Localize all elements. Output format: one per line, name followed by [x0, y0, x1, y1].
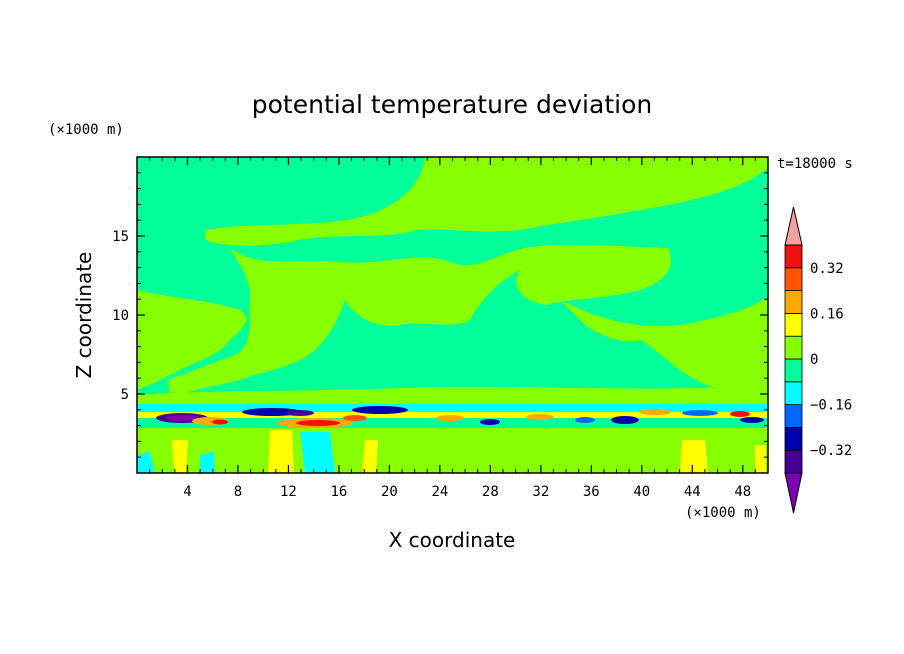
- x-tick-label: 12: [280, 484, 297, 500]
- cold-cell: [575, 417, 595, 423]
- colorbar: 0.32 0.16 0 −0.16 −0.32: [785, 207, 852, 513]
- heatmap-field: [137, 157, 768, 473]
- y-unit-label: (×1000 m): [48, 122, 124, 138]
- surface-warm: [755, 445, 766, 473]
- x-tick-label: 32: [532, 484, 549, 500]
- colorbar-swatch: [785, 336, 802, 359]
- time-label: t=18000 s: [777, 156, 853, 172]
- y-tick-label: 10: [112, 308, 129, 324]
- x-tick-label: 36: [583, 484, 600, 500]
- colorbar-label: −0.16: [810, 398, 852, 414]
- x-tick-label: 24: [431, 484, 448, 500]
- band-cool: [137, 404, 768, 412]
- cold-cell: [740, 417, 764, 423]
- surface-warm: [172, 440, 188, 473]
- colorbar-swatch: [785, 427, 802, 450]
- cold-cell: [352, 406, 408, 414]
- warm-cell: [296, 420, 340, 426]
- x-tick-label: 44: [684, 484, 701, 500]
- y-axis-label: Z coordinate: [72, 252, 96, 379]
- colorbar-swatch: [785, 359, 802, 382]
- warm-cell: [212, 420, 228, 425]
- cold-cell: [480, 419, 500, 425]
- surface-warm: [268, 430, 294, 473]
- colorbar-swatch: [785, 291, 802, 314]
- y-tick-label: 15: [112, 229, 129, 245]
- colorbar-swatch: [785, 450, 802, 473]
- surface-warm: [680, 440, 708, 473]
- x-unit-label: (×1000 m): [685, 505, 761, 521]
- warm-cell: [436, 415, 464, 421]
- warm-cell: [343, 415, 367, 421]
- colorbar-swatch: [785, 268, 802, 291]
- x-tick-label: 4: [183, 484, 191, 500]
- colorbar-swatch: [785, 245, 802, 268]
- chart-title: potential temperature deviation: [252, 90, 652, 119]
- x-axis-label: X coordinate: [389, 528, 516, 552]
- colorbar-label: −0.32: [810, 443, 852, 459]
- surface-cool: [300, 432, 335, 473]
- colorbar-extend-low: [785, 473, 802, 513]
- colorbar-swatch: [785, 405, 802, 428]
- colorbar-label: 0: [810, 352, 818, 368]
- x-tick-label: 8: [234, 484, 242, 500]
- cold-cell: [611, 416, 639, 424]
- x-tick-label: 28: [482, 484, 499, 500]
- y-tick-label: 5: [121, 387, 129, 403]
- warm-cell: [526, 414, 554, 420]
- cold-cell: [682, 410, 718, 416]
- x-tick-label: 20: [381, 484, 398, 500]
- colorbar-label: 0.32: [810, 261, 844, 277]
- x-tick-label: 40: [633, 484, 650, 500]
- field-lower-warm: [137, 387, 768, 473]
- x-tick-label: 48: [734, 484, 751, 500]
- x-tick-label: 16: [330, 484, 347, 500]
- colorbar-swatch: [785, 313, 802, 336]
- colorbar-swatch: [785, 382, 802, 405]
- cold-cell: [286, 410, 314, 416]
- warm-cell: [730, 411, 750, 417]
- colorbar-extend-high: [785, 207, 802, 245]
- colorbar-label: 0.16: [810, 306, 844, 322]
- warm-cell: [639, 409, 671, 415]
